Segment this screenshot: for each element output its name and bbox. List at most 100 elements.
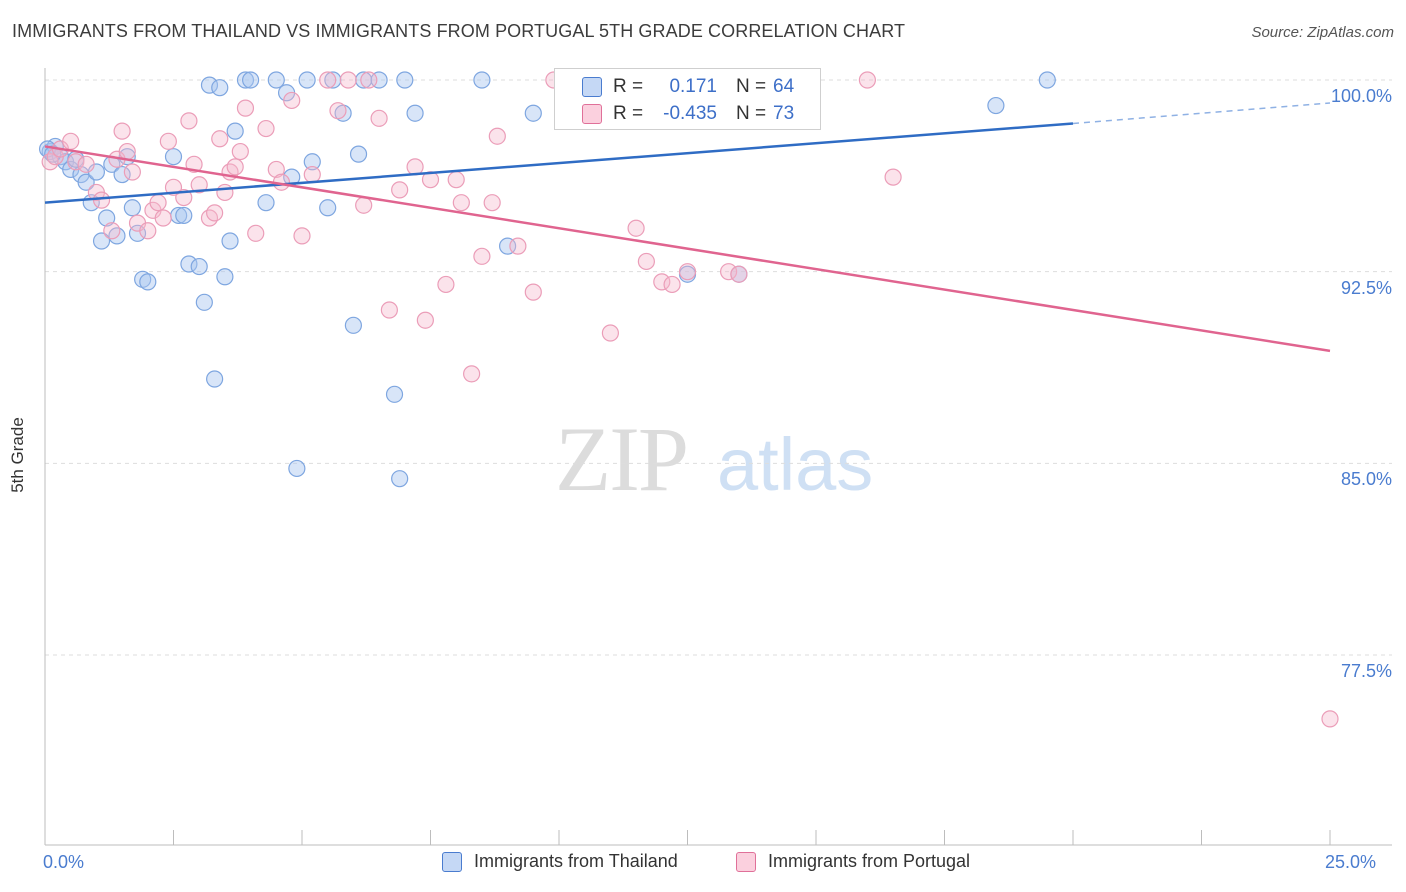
thailand-point <box>319 199 337 217</box>
portugal-point <box>858 71 877 89</box>
thailand-point <box>344 316 362 334</box>
portugal-point <box>154 209 172 227</box>
portugal-point <box>319 71 337 89</box>
thailand-trend-line <box>44 122 1074 204</box>
stats-r-value-portugal: -0.435 <box>663 103 717 124</box>
watermark-zip: ZIP <box>555 408 687 510</box>
portugal-point <box>231 142 249 161</box>
legend-item-portugal: Immigrants from Portugal <box>736 851 970 872</box>
portugal-point <box>41 153 59 171</box>
thailand-trend-extension <box>1072 102 1331 125</box>
portugal-point <box>509 237 527 255</box>
portugal-point <box>653 273 671 291</box>
thailand-point <box>288 459 306 478</box>
portugal-point <box>720 263 738 281</box>
thailand-point <box>473 71 491 89</box>
thailand-point <box>385 385 404 403</box>
portugal-point <box>247 224 265 242</box>
portugal-point <box>206 204 224 222</box>
thailand-point <box>391 470 409 488</box>
portugal-point <box>678 263 697 281</box>
thailand-points <box>38 71 1056 488</box>
thailand-point <box>195 293 213 311</box>
thailand-point <box>303 153 321 171</box>
portugal-point <box>149 194 167 212</box>
portugal-point <box>175 188 193 207</box>
thailand-point <box>406 104 424 122</box>
portugal-point <box>370 109 388 127</box>
thailand-point <box>1038 71 1056 89</box>
portugal-points <box>41 71 1339 728</box>
thailand-point <box>211 79 229 97</box>
stats-r-label: R = <box>613 103 644 124</box>
portugal-point <box>483 194 501 212</box>
thailand-point <box>298 71 316 89</box>
portugal-point <box>159 132 177 150</box>
chart-source: Source: ZipAtlas.com <box>1251 24 1394 41</box>
portugal-point <box>200 209 219 227</box>
x-tick-label-max: 25.0% <box>1325 852 1377 872</box>
portugal-point <box>62 132 80 150</box>
portugal-point <box>123 163 141 181</box>
stats-n-value-portugal: 73 <box>773 103 795 124</box>
thailand-point <box>164 148 183 166</box>
stats-n-label: N = <box>736 103 767 124</box>
thailand-point <box>92 232 111 250</box>
legend-label-portugal: Immigrants from Portugal <box>768 851 971 871</box>
thailand-point <box>221 232 239 250</box>
portugal-point <box>216 183 234 202</box>
portugal-point <box>283 91 301 110</box>
trend-lines <box>44 102 1331 353</box>
thailand-point <box>236 71 255 89</box>
y-tick-label: 77.5% <box>1340 661 1392 681</box>
portugal-point <box>118 142 136 161</box>
legend-swatch-portugal <box>736 851 756 872</box>
portugal-point <box>355 196 373 214</box>
portugal-point <box>226 158 244 176</box>
thailand-point <box>190 257 208 276</box>
thailand-point <box>123 199 141 217</box>
portugal-point <box>236 99 255 117</box>
thailand-point <box>349 145 368 163</box>
y-tick-label: 92.5% <box>1340 278 1392 298</box>
portugal-trend-line <box>44 145 1331 353</box>
portugal-point <box>637 252 655 271</box>
stats-row-portugal: R = -0.435 N = 73 <box>555 101 820 127</box>
portugal-point <box>380 301 398 319</box>
thailand-point <box>524 104 542 122</box>
stats-r-value-thailand: 0.171 <box>669 76 717 97</box>
portugal-point <box>139 222 157 240</box>
thailand-point <box>139 273 157 291</box>
portugal-point <box>257 119 275 138</box>
y-axis-title: 5th Grade <box>8 417 27 493</box>
axes <box>44 68 1392 846</box>
portugal-point <box>884 168 902 186</box>
thailand-point <box>242 71 260 89</box>
portugal-point <box>730 265 748 283</box>
gridlines <box>45 79 1392 656</box>
thailand-point <box>257 194 275 212</box>
thailand-point <box>128 224 147 242</box>
stats-swatch-portugal <box>582 104 602 124</box>
portugal-point <box>663 275 681 294</box>
portugal-point <box>524 283 542 301</box>
portugal-point <box>92 191 111 209</box>
legend-swatch-thailand <box>442 851 462 872</box>
stats-swatch-thailand <box>582 77 602 97</box>
y-tick-label: 100.0% <box>1330 86 1392 106</box>
watermark-atlas: atlas <box>717 423 873 506</box>
portugal-point <box>601 324 620 342</box>
thailand-point <box>175 206 193 225</box>
thailand-point <box>987 96 1005 115</box>
portugal-point <box>329 102 347 120</box>
thailand-point <box>206 370 224 388</box>
portugal-point <box>421 171 440 189</box>
thailand-point <box>113 165 131 184</box>
portugal-point <box>77 155 95 173</box>
stats-r-label: R = <box>613 76 644 97</box>
portugal-point <box>190 176 208 194</box>
stats-n-label: N = <box>736 76 767 97</box>
portugal-point <box>452 194 470 212</box>
stats-n-value-thailand: 64 <box>773 76 795 97</box>
